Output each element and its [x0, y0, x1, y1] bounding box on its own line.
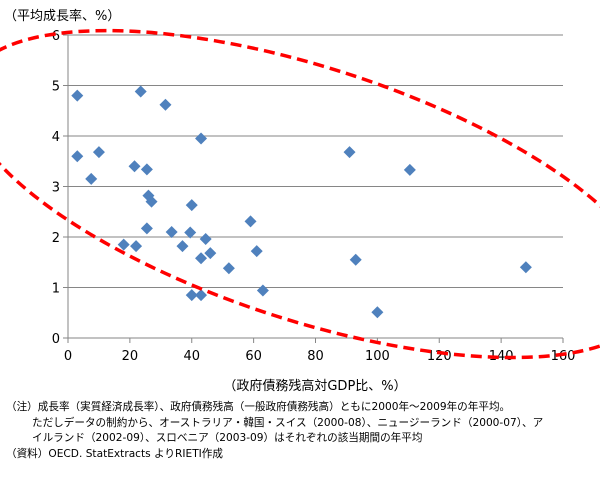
data-point-27 — [250, 245, 263, 258]
y-tick-2: 2 — [52, 231, 60, 246]
x-tick-60: 60 — [245, 349, 262, 364]
x-tick-20: 20 — [122, 349, 139, 364]
data-point-20 — [195, 252, 208, 265]
x-axis-title: （政府債務残高対GDP比、%） — [223, 378, 406, 394]
y-axis-title: （平均成長率、%） — [4, 8, 120, 24]
data-point-29 — [403, 163, 416, 176]
data-point-23 — [185, 289, 198, 302]
data-point-4 — [195, 132, 208, 145]
data-point-11 — [145, 195, 158, 208]
note-line-2: ただしデータの制約から、オーストラリア・韓国・スイス（2000-08）、ニュージ… — [32, 416, 544, 429]
y-tick-3: 3 — [52, 181, 60, 196]
data-point-3 — [159, 98, 172, 111]
y-tick-1: 1 — [52, 282, 60, 297]
data-point-26 — [244, 215, 257, 228]
data-point-14 — [117, 238, 130, 251]
x-tick-0: 0 — [64, 349, 72, 364]
data-point-32 — [519, 261, 532, 274]
x-tick-100: 100 — [365, 349, 390, 364]
data-point-19 — [199, 233, 212, 246]
data-point-9 — [140, 163, 153, 176]
y-tick-6: 6 — [52, 29, 60, 44]
dashed-ellipse-annotation — [0, 28, 600, 360]
x-tick-140: 140 — [489, 349, 514, 364]
data-point-31 — [371, 306, 384, 319]
data-point-25 — [256, 284, 269, 297]
x-tick-80: 80 — [307, 349, 324, 364]
data-point-2 — [134, 85, 147, 98]
data-point-24 — [195, 289, 208, 302]
data-points — [71, 85, 532, 319]
data-point-18 — [184, 226, 197, 239]
y-tick-labels: 0 1 2 3 4 5 6 — [52, 29, 60, 347]
data-point-13 — [140, 222, 153, 235]
data-point-1 — [71, 89, 84, 102]
data-point-30 — [349, 253, 362, 266]
y-tick-0: 0 — [52, 332, 60, 347]
data-point-8 — [128, 160, 141, 173]
data-point-7 — [85, 172, 98, 185]
data-point-21 — [204, 247, 217, 260]
data-point-17 — [176, 240, 189, 253]
data-point-28 — [343, 146, 356, 159]
data-point-5 — [71, 150, 84, 163]
axes — [63, 34, 564, 343]
data-point-12 — [185, 199, 198, 212]
data-point-22 — [222, 262, 235, 275]
note-line-3: イルランド（2002-09）、スロベニア（2003-09）はそれぞれの該当期間の… — [32, 432, 423, 444]
y-tick-4: 4 — [52, 130, 60, 145]
note-line-1: （注）成長率（実質経済成長率）、政府債務残高（一般政府債務残高）ともに2000年… — [6, 401, 511, 413]
x-tick-40: 40 — [183, 349, 200, 364]
footnotes: （注）成長率（実質経済成長率）、政府債務残高（一般政府債務残高）ともに2000年… — [6, 400, 598, 462]
data-point-15 — [130, 240, 143, 253]
data-point-6 — [92, 146, 105, 159]
gridlines — [68, 34, 563, 288]
data-point-16 — [165, 225, 178, 238]
source-line: （資料）OECD. StatExtracts よりRIETI作成 — [6, 447, 223, 460]
x-tick-160: 160 — [551, 349, 576, 364]
y-tick-5: 5 — [52, 80, 60, 95]
annotation-layer — [0, 28, 600, 360]
